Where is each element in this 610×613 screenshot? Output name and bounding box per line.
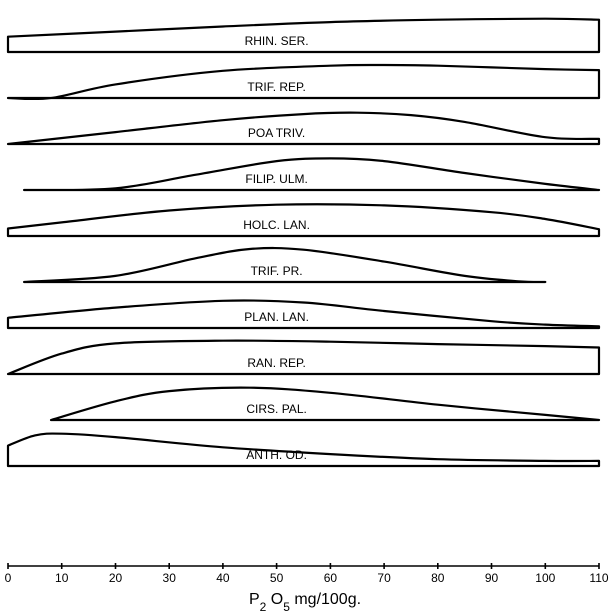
x-axis-title: P2 O5 mg/100g. (249, 591, 361, 613)
species-label-ran-rep: RAN. REP. (247, 356, 305, 370)
x-tick-label-10: 10 (55, 571, 69, 585)
species-label-plan-lan: PLAN. LAN. (244, 310, 309, 324)
profile-row-plan-lan: PLAN. LAN. (6, 299, 601, 330)
species-label-cirs-pal: CIRS. PAL. (246, 402, 306, 416)
profile-row-cirs-pal: CIRS. PAL. (49, 386, 601, 422)
x-tick-label-110: 110 (589, 571, 608, 585)
species-label-filip-ulm: FILIP. ULM. (245, 172, 307, 186)
x-tick-label-100: 100 (535, 571, 555, 585)
x-tick-label-80: 80 (431, 571, 445, 585)
profile-row-trif-pr: TRIF. PR. (23, 246, 547, 284)
x-tick-label-50: 50 (270, 571, 284, 585)
x-tick-label-40: 40 (216, 571, 230, 585)
x-tick-label-70: 70 (377, 571, 391, 585)
profile-row-filip-ulm: FILIP. ULM. (23, 157, 601, 192)
x-tick-label-60: 60 (324, 571, 338, 585)
x-axis-title-part: P (249, 591, 260, 608)
x-tick-label-30: 30 (163, 571, 177, 585)
x-tick-label-20: 20 (109, 571, 123, 585)
x-tick-label-90: 90 (485, 571, 499, 585)
x-axis: 0 10 20 30 40 50 60 70 80 90 100 110 (5, 563, 609, 585)
profile-plan-lan (6, 299, 601, 330)
profile-anth-od (6, 432, 601, 468)
x-tick-label-0: 0 (5, 571, 12, 585)
profile-trif-pr (23, 246, 547, 284)
x-axis-ticks: 0 10 20 30 40 50 60 70 80 90 100 110 (5, 563, 609, 585)
x-axis-title-part: 2 (260, 600, 267, 613)
species-label-trif-rep: TRIF. REP. (247, 80, 305, 94)
profile-row-trif-rep: TRIF. REP. (6, 63, 601, 101)
species-label-poa-triv: POA TRIV. (248, 126, 305, 140)
profile-rhin-ser (6, 17, 601, 54)
profile-row-poa-triv: POA TRIV. (6, 111, 601, 146)
profile-poa-triv (6, 111, 601, 146)
species-label-rhin-ser: RHIN. SER. (245, 34, 309, 48)
profile-trif-rep (6, 63, 601, 101)
species-label-trif-pr: TRIF. PR. (251, 264, 303, 278)
profile-ran-rep (6, 339, 601, 376)
profile-holc-lan (6, 203, 601, 238)
profile-row-holc-lan: HOLC. LAN. (6, 203, 601, 238)
x-axis-title-part: 5 (283, 600, 290, 613)
profile-rows: RHIN. SER. TRIF. REP. POA TRIV. FILIP. ULM.… (6, 17, 601, 468)
profile-row-anth-od: ANTH. OD. (6, 432, 601, 468)
x-axis-title-part: mg/100g. (290, 591, 361, 608)
species-label-holc-lan: HOLC. LAN. (243, 218, 310, 232)
profile-row-ran-rep: RAN. REP. (6, 339, 601, 376)
profile-row-rhin-ser: RHIN. SER. (6, 17, 601, 54)
profile-cirs-pal (49, 386, 601, 422)
profile-filip-ulm (23, 157, 601, 192)
x-axis-title-part: O (266, 591, 283, 608)
species-label-anth-od: ANTH. OD. (246, 448, 307, 462)
